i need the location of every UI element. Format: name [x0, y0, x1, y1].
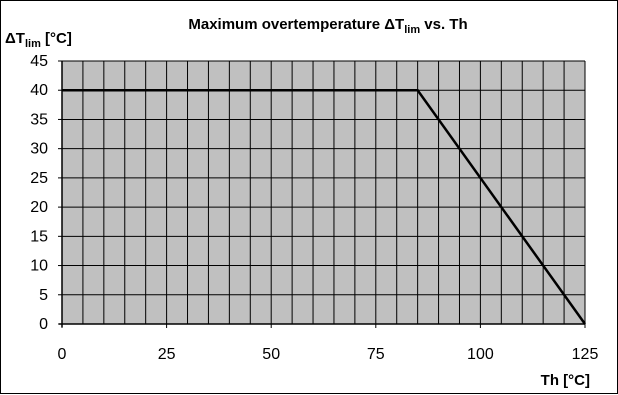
- y-tick-label: 35: [30, 111, 48, 128]
- chart-title: Maximum overtemperature ΔTlim vs. Th: [188, 16, 467, 36]
- x-tick-label: 50: [262, 346, 280, 363]
- x-tick-label: 0: [58, 346, 67, 363]
- y-tick-label: 0: [39, 316, 48, 333]
- y-tick-label: 30: [30, 141, 48, 158]
- y-tick-label: 5: [39, 287, 48, 304]
- y-tick-labels: 0 5 10 15 20 25 30 35 40 45: [30, 53, 48, 333]
- y-tick-label: 25: [30, 170, 48, 187]
- x-tick-label: 25: [158, 346, 176, 363]
- y-axis-label: ΔTlim [°C]: [5, 30, 72, 50]
- y-tick-label: 15: [30, 228, 48, 245]
- x-tick-label: 125: [572, 346, 599, 363]
- series-group: [62, 88, 587, 325]
- y-tick-label: 10: [30, 258, 48, 275]
- axes: [58, 60, 586, 328]
- grid: [62, 60, 586, 324]
- y-tick-label: 20: [30, 199, 48, 216]
- y-tick-label: 40: [30, 82, 48, 99]
- series-line: [62, 88, 587, 325]
- y-tick-label: 45: [30, 53, 48, 70]
- plot-area: [62, 61, 585, 324]
- x-axis-label: Th [°C]: [541, 372, 590, 389]
- x-tick-label: 100: [467, 346, 494, 363]
- x-tick-labels: 0 25 50 75 100 125: [58, 346, 599, 363]
- x-tick-label: 75: [367, 346, 385, 363]
